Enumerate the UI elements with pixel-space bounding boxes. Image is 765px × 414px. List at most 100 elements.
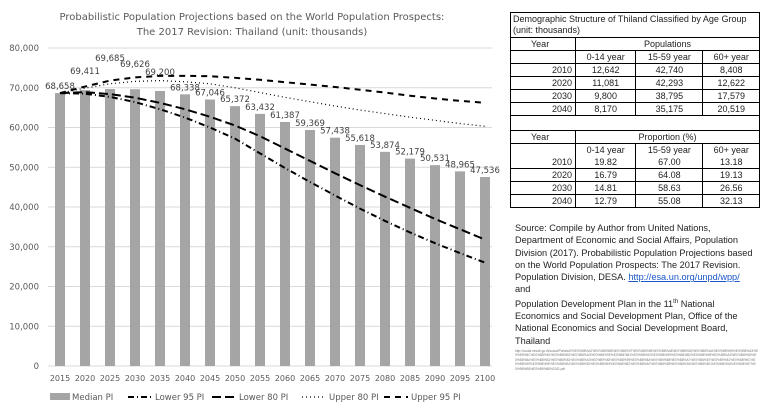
x-tick-label: 2090 bbox=[425, 374, 445, 383]
cell-value: 20,519 bbox=[702, 102, 759, 116]
x-tick-label: 2015 bbox=[50, 374, 70, 383]
year-header: Year bbox=[511, 38, 576, 51]
cell-value: 14.81 bbox=[575, 181, 637, 195]
bar-value-label: 57,438 bbox=[320, 127, 350, 137]
bar-median-2085 bbox=[405, 158, 415, 366]
legend-label: Lower 80 PI bbox=[239, 393, 288, 403]
y-tick-label: 10,000 bbox=[9, 322, 39, 332]
table-caption: Demographic Structure of Thiland Classif… bbox=[511, 13, 759, 38]
age-header: 0-14 year bbox=[575, 50, 637, 64]
x-tick-label: 2065 bbox=[300, 374, 320, 383]
y-tick-label: 80,000 bbox=[9, 44, 39, 54]
line-lower-95-pi bbox=[59, 92, 486, 264]
x-tick-label: 2055 bbox=[250, 374, 270, 383]
x-tick-label: 2095 bbox=[450, 374, 470, 383]
bar-value-label: 69,685 bbox=[95, 54, 125, 64]
x-tick-label: 2050 bbox=[225, 374, 245, 383]
cell-value: 19.13 bbox=[702, 168, 759, 182]
bar-median-2080 bbox=[380, 151, 390, 366]
source-and: and bbox=[515, 284, 531, 295]
bar-median-2055 bbox=[255, 113, 265, 366]
cell-value: 67.00 bbox=[635, 156, 704, 169]
age-header: 60+ year bbox=[702, 50, 759, 64]
bar-median-2020 bbox=[80, 90, 90, 366]
y-tick-label: 0 bbox=[34, 362, 39, 372]
bar-value-label: 69,626 bbox=[120, 60, 150, 70]
source-note: Source: Compile by Author from United Na… bbox=[515, 222, 760, 371]
x-tick-label: 2060 bbox=[275, 374, 295, 383]
bar-median-2095 bbox=[455, 171, 465, 366]
x-tick-label: 2040 bbox=[175, 374, 195, 383]
bar-median-2015 bbox=[55, 93, 65, 367]
cell-value: 17,579 bbox=[702, 89, 759, 103]
x-tick-label: 2045 bbox=[200, 374, 220, 383]
table-row: 2030 14.81 58.63 26.56 bbox=[511, 181, 759, 195]
cell-value: 12.79 bbox=[575, 194, 637, 207]
bar-value-label: 48,965 bbox=[445, 160, 475, 170]
row-year: 2010 bbox=[511, 156, 576, 169]
x-tick-label: 2020 bbox=[75, 374, 95, 383]
bar-median-2090 bbox=[430, 165, 440, 366]
table-row: 2010 19.82 67.00 13.18 bbox=[511, 156, 759, 169]
source-text-2b: National Economics and Social Developmen… bbox=[515, 298, 738, 346]
bar-value-label: 52,179 bbox=[395, 148, 425, 158]
source-url-small[interactable]: http://social.nesdb.go.th/social/Portals… bbox=[515, 349, 759, 371]
table-row: 2040 8,170 35,175 20,519 bbox=[511, 102, 759, 116]
x-tick-label: 2070 bbox=[325, 374, 345, 383]
cell-value: 12,622 bbox=[702, 76, 759, 90]
table-row: 2030 9,800 38,795 17,579 bbox=[511, 89, 759, 103]
cell-value: 8,170 bbox=[575, 102, 637, 116]
y-tick-label: 50,000 bbox=[9, 163, 39, 173]
age-header: 15-59 year bbox=[635, 143, 704, 156]
table-row: 2040 12.79 55.08 32.13 bbox=[511, 194, 759, 207]
cell-value: 32.13 bbox=[719, 195, 743, 206]
bar-median-2045 bbox=[205, 99, 215, 366]
demographic-table: Demographic Structure of Thiland Classif… bbox=[510, 12, 760, 208]
legend-label: Median PI bbox=[72, 393, 113, 403]
table-row: 2010 12,642 42,740 8,408 bbox=[511, 63, 759, 77]
bar-value-label: 61,387 bbox=[270, 111, 300, 121]
legend-label: Lower 95 PI bbox=[155, 393, 204, 403]
proportion-header: Proportion (%) bbox=[575, 131, 759, 144]
source-sup: th bbox=[673, 298, 679, 305]
chart-title-line1: Probabilistic Population Projections bas… bbox=[60, 12, 445, 23]
row-year: 2040 bbox=[511, 102, 576, 116]
y-tick-label: 40,000 bbox=[9, 203, 39, 213]
cell-value: 42,293 bbox=[635, 76, 704, 90]
row-year: 2020 bbox=[511, 76, 576, 90]
proportion-table: Year Proportion (%) 0-14 year 15-59 year 60… bbox=[511, 131, 759, 207]
line-lower-80-pi bbox=[59, 91, 486, 241]
x-tick-label: 2035 bbox=[150, 374, 170, 383]
bar-median-2040 bbox=[180, 94, 190, 367]
x-tick-label: 2100 bbox=[475, 374, 495, 383]
row-year: 2010 bbox=[511, 63, 576, 77]
y-tick-label: 60,000 bbox=[9, 124, 39, 134]
source-link[interactable]: http://esa.un.org/unpd/wpp/ bbox=[628, 272, 740, 283]
legend-swatch-median bbox=[50, 393, 70, 400]
cell-value: 64.08 bbox=[635, 168, 704, 182]
table-row: 2020 11,081 42,293 12,622 bbox=[511, 76, 759, 90]
bar-median-2100 bbox=[480, 177, 490, 366]
bar-value-label: 68,658 bbox=[45, 82, 75, 92]
cell-value: 9,800 bbox=[575, 89, 637, 103]
bar-value-label: 55,618 bbox=[345, 134, 375, 144]
population-table: Year Populations 0-14 year 15-59 year 60+ y… bbox=[511, 38, 759, 116]
cell-value: 55.08 bbox=[635, 194, 704, 207]
x-tick-label: 2075 bbox=[350, 374, 370, 383]
bar-median-2035 bbox=[155, 90, 165, 367]
bar-median-2070 bbox=[330, 137, 340, 366]
bar-value-label: 50,531 bbox=[420, 154, 450, 164]
y-tick-label: 30,000 bbox=[9, 243, 39, 253]
cell-value: 38,795 bbox=[635, 89, 704, 103]
cell-value: 13.18 bbox=[702, 156, 759, 169]
x-tick-label: 2025 bbox=[100, 374, 120, 383]
bar-median-2075 bbox=[355, 144, 365, 366]
source-text: Source: Compile by Author from United Na… bbox=[515, 223, 753, 283]
y-tick-label: 20,000 bbox=[9, 283, 39, 293]
row-year: 2030 bbox=[511, 181, 576, 195]
line-upper-95-pi bbox=[59, 74, 486, 104]
bar-median-2060 bbox=[280, 121, 290, 367]
bar-value-label: 68,338 bbox=[170, 83, 200, 93]
cell-value: 35,175 bbox=[635, 102, 704, 116]
row-year: 2030 bbox=[511, 89, 576, 103]
